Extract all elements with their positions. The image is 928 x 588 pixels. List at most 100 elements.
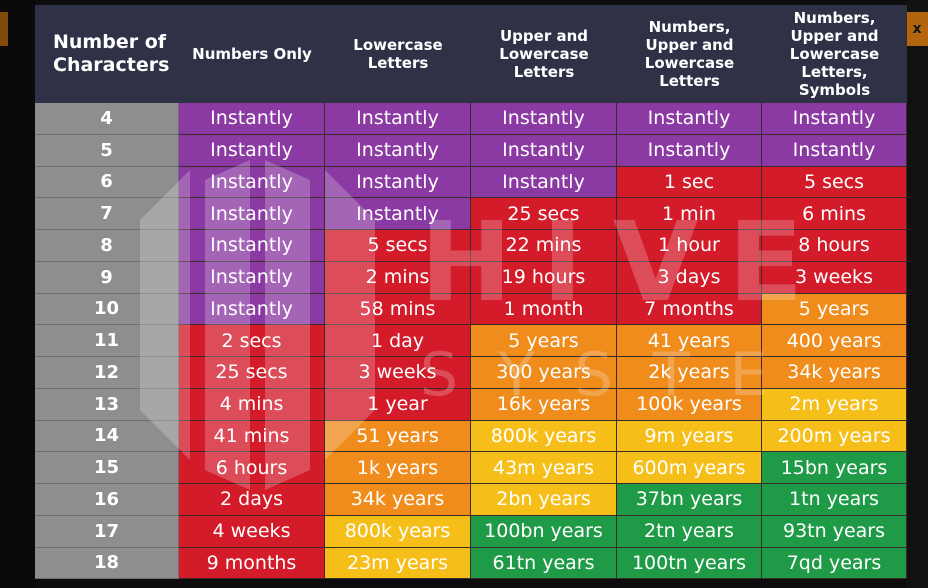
row-header-characters: 13 xyxy=(35,388,179,421)
table-cell: 34k years xyxy=(325,484,471,516)
table-row: 13 4 mins 1 year 16k years 100k years 2m year… xyxy=(35,388,907,421)
table-cell: 41 mins xyxy=(179,420,325,453)
table-row: 7 Instantly Instantly 25 secs 1 min 6 mins xyxy=(35,198,907,230)
table-cell: 1 year xyxy=(325,388,471,421)
table-cell: 43m years xyxy=(471,452,617,484)
table-cell: 200m years xyxy=(762,420,907,453)
row-header-characters: 8 xyxy=(35,230,179,262)
table-cell: Instantly xyxy=(325,166,471,199)
table-cell: 4 mins xyxy=(179,388,325,421)
table-cell: 9m years xyxy=(617,420,762,453)
right-accent-tab[interactable]: x xyxy=(906,12,928,46)
table-cell: 8 hours xyxy=(762,230,907,262)
table-cell: Instantly xyxy=(762,134,907,167)
table-cell: 23m years xyxy=(325,547,471,580)
row-header-characters: 18 xyxy=(35,547,179,580)
table-row: 14 41 mins 51 years 800k years 9m years 200m … xyxy=(35,420,907,453)
table-cell: 2 days xyxy=(179,484,325,516)
right-margin xyxy=(906,0,928,588)
table-row: 12 25 secs 3 weeks 300 years 2k years 34k yea… xyxy=(35,357,907,389)
row-header-characters: 15 xyxy=(35,452,179,484)
row-header-characters: 16 xyxy=(35,484,179,516)
table-cell: 6 hours xyxy=(179,452,325,484)
header-numbers-only: Numbers Only xyxy=(179,5,325,103)
table-cell: Instantly xyxy=(617,134,762,167)
table-cell: Instantly xyxy=(471,103,617,135)
password-crack-time-table: Number of Characters Numbers Only Lowerc… xyxy=(35,5,907,580)
table-cell: 2tn years xyxy=(617,515,762,548)
table-row: 11 2 secs 1 day 5 years 41 years 400 years xyxy=(35,325,907,357)
table-cell: 1k years xyxy=(325,452,471,484)
table-cell: 1tn years xyxy=(762,484,907,516)
table-cell: 800k years xyxy=(325,515,471,548)
table-cell: Instantly xyxy=(325,134,471,167)
row-header-characters: 10 xyxy=(35,293,179,326)
table-row: 17 4 weeks 800k years 100bn years 2tn years 9… xyxy=(35,515,907,548)
table-body: 4 Instantly Instantly Instantly Instantly Ins… xyxy=(35,103,907,580)
table-cell: 1 day xyxy=(325,325,471,357)
table-cell: 1 hour xyxy=(617,230,762,262)
table-cell: 15bn years xyxy=(762,452,907,484)
table-cell: 400 years xyxy=(762,325,907,357)
password-time-table-container: Number of Characters Numbers Only Lowerc… xyxy=(35,5,907,580)
table-row: 18 9 months 23m years 61tn years 100tn years… xyxy=(35,547,907,580)
header-lowercase-letters: Lowercase Letters xyxy=(325,5,471,103)
table-cell: Instantly xyxy=(179,103,325,135)
table-cell: Instantly xyxy=(179,230,325,262)
table-cell: 7 months xyxy=(617,293,762,326)
table-cell: 6 mins xyxy=(762,198,907,230)
row-header-characters: 5 xyxy=(35,134,179,167)
header-upper-lowercase: Upper and Lowercase Letters xyxy=(471,5,617,103)
table-cell: Instantly xyxy=(325,103,471,135)
header-number-of-characters: Number of Characters xyxy=(35,5,179,103)
table-cell: 3 days xyxy=(617,261,762,294)
table-cell: Instantly xyxy=(179,261,325,294)
table-cell: 34k years xyxy=(762,357,907,389)
table-cell: 16k years xyxy=(471,388,617,421)
table-cell: 51 years xyxy=(325,420,471,453)
row-header-characters: 4 xyxy=(35,103,179,135)
table-cell: Instantly xyxy=(179,293,325,326)
table-cell: 37bn years xyxy=(617,484,762,516)
table-cell: 2 mins xyxy=(325,261,471,294)
table-cell: 2m years xyxy=(762,388,907,421)
table-row: 10 Instantly 58 mins 1 month 7 months 5 years xyxy=(35,293,907,326)
header-numbers-upper-lowercase-symbols: Numbers, Upper and Lowercase Letters, Sy… xyxy=(762,5,907,103)
table-cell: 1 sec xyxy=(617,166,762,199)
table-cell: 5 years xyxy=(471,325,617,357)
table-cell: 2bn years xyxy=(471,484,617,516)
header-numbers-upper-lowercase: Numbers, Upper and Lowercase Letters xyxy=(617,5,762,103)
row-header-characters: 9 xyxy=(35,261,179,294)
row-header-characters: 7 xyxy=(35,198,179,230)
table-cell: 300 years xyxy=(471,357,617,389)
table-cell: 9 months xyxy=(179,547,325,580)
table-cell: 93tn years xyxy=(762,515,907,548)
table-cell: 58 mins xyxy=(325,293,471,326)
table-row: 5 Instantly Instantly Instantly Instantly Ins… xyxy=(35,134,907,167)
table-cell: 7qd years xyxy=(762,547,907,580)
table-cell: Instantly xyxy=(179,166,325,199)
table-cell: Instantly xyxy=(325,198,471,230)
table-cell: 3 weeks xyxy=(325,357,471,389)
table-cell: 100bn years xyxy=(471,515,617,548)
table-cell: 41 years xyxy=(617,325,762,357)
table-cell: Instantly xyxy=(762,103,907,135)
table-cell: 2 secs xyxy=(179,325,325,357)
row-header-characters: 14 xyxy=(35,420,179,453)
table-cell: 5 years xyxy=(762,293,907,326)
table-cell: 100k years xyxy=(617,388,762,421)
table-row: 15 6 hours 1k years 43m years 600m years 15bn… xyxy=(35,452,907,484)
table-cell: 2k years xyxy=(617,357,762,389)
table-row: 8 Instantly 5 secs 22 mins 1 hour 8 hours xyxy=(35,230,907,262)
table-cell: 1 min xyxy=(617,198,762,230)
left-margin xyxy=(0,0,36,588)
table-row: 9 Instantly 2 mins 19 hours 3 days 3 weeks xyxy=(35,261,907,294)
table-cell: Instantly xyxy=(179,134,325,167)
row-header-characters: 11 xyxy=(35,325,179,357)
table-cell: 5 secs xyxy=(325,230,471,262)
table-cell: 800k years xyxy=(471,420,617,453)
table-cell: 600m years xyxy=(617,452,762,484)
table-cell: Instantly xyxy=(471,134,617,167)
table-cell: 5 secs xyxy=(762,166,907,199)
table-row: 16 2 days 34k years 2bn years 37bn years 1tn … xyxy=(35,484,907,516)
